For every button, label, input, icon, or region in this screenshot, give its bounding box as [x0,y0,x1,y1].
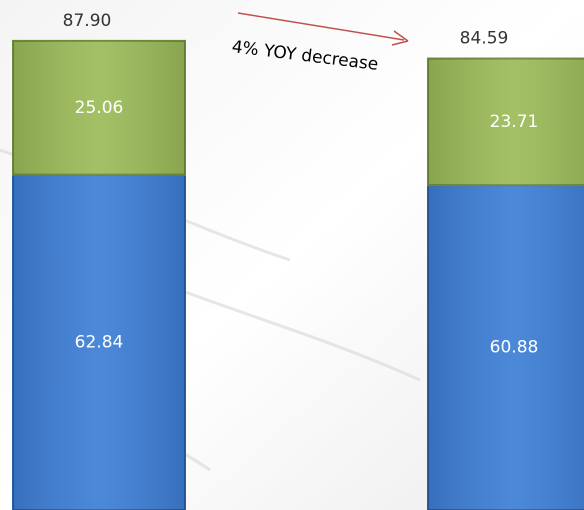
segment-label: 23.71 [490,112,539,132]
bar-shade [13,174,185,510]
annotation-arrowhead [391,30,409,46]
bar-shade [428,185,584,510]
total-label: 84.59 [460,29,509,49]
segment-label: 60.88 [490,338,539,358]
total-label: 87.90 [63,11,112,31]
bar-shade [13,40,185,175]
bar-shade [428,58,584,186]
annotation-arrow [237,12,405,41]
segment-label: 62.84 [75,332,124,352]
segment-label: 25.06 [75,98,124,118]
